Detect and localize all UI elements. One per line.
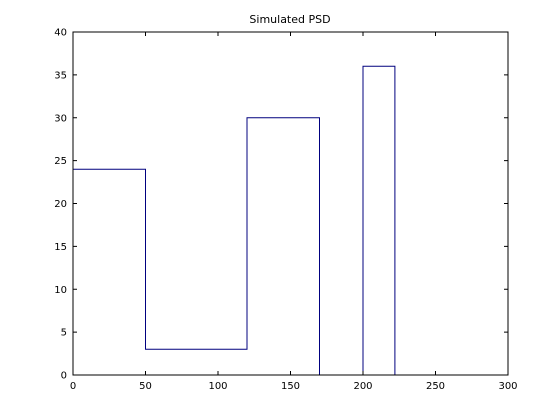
axes-background (73, 32, 508, 375)
chart-title: Simulated PSD (249, 13, 330, 26)
y-tick-label: 35 (54, 70, 67, 81)
y-axis: 0 5 10 15 20 25 30 35 40 (54, 28, 508, 382)
y-tick-label: 15 (54, 242, 67, 253)
series-line-1 (73, 65, 508, 376)
x-tick-label: 150 (281, 381, 300, 392)
x-axis: 0 50 100 150 200 250 300 (70, 32, 518, 392)
x-tick-label: 100 (208, 381, 227, 392)
y-tick-label: 25 (54, 156, 67, 167)
x-tick-label: 0 (70, 381, 76, 392)
plot-area (73, 65, 508, 376)
y-tick-label: 5 (61, 328, 67, 339)
y-tick-label: 30 (54, 113, 67, 124)
x-tick-label: 250 (426, 381, 445, 392)
x-tick-label: 300 (498, 381, 517, 392)
x-tick-label: 50 (139, 381, 152, 392)
y-tick-label: 0 (61, 371, 67, 382)
x-tick-label: 200 (353, 381, 372, 392)
y-tick-label: 10 (54, 285, 67, 296)
y-tick-label: 40 (54, 28, 67, 39)
y-tick-label: 20 (54, 199, 67, 210)
